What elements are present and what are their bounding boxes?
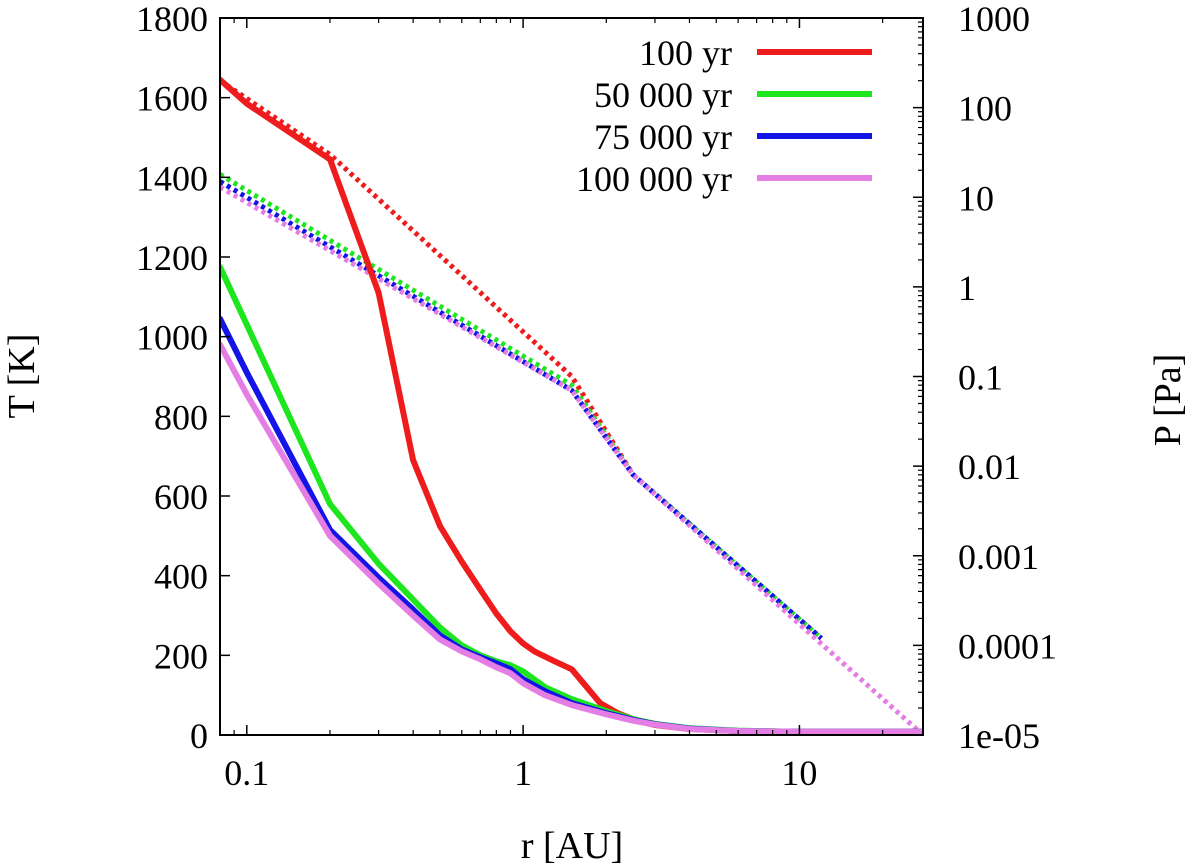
- y-tick-label: 600: [154, 477, 208, 517]
- y2-tick-label: 1e-05: [958, 716, 1040, 756]
- legend-label: 100 000 yr: [576, 159, 732, 199]
- x-tick-label: 0.1: [224, 753, 269, 793]
- y-tick-label: 400: [154, 557, 208, 597]
- legend-label: 100 yr: [639, 33, 732, 73]
- y2-tick-label: 0.0001: [958, 626, 1057, 666]
- y-axis-label: T [K]: [1, 334, 43, 419]
- x-tick-label: 10: [781, 753, 817, 793]
- y2-tick-label: 1000: [958, 0, 1030, 39]
- y-tick-label: 1400: [136, 158, 208, 198]
- plot-frame: [219, 17, 924, 736]
- series-3-pressure-line: [220, 184, 923, 735]
- series-3-temperature-line: [220, 341, 923, 735]
- y2-tick-label: 0.1: [958, 358, 1003, 398]
- y2-tick-label: 0.01: [958, 447, 1021, 487]
- y2-tick-label: 100: [958, 89, 1012, 129]
- y2-axis-label: P [Pa]: [1147, 354, 1189, 447]
- legend-label: 50 000 yr: [594, 75, 732, 115]
- y-tick-label: 1200: [136, 238, 208, 278]
- y2-tick-label: 1: [958, 268, 976, 308]
- y-tick-label: 1600: [136, 79, 208, 119]
- y-tick-label: 1800: [136, 0, 208, 39]
- y2-tick-label: 10: [958, 178, 994, 218]
- series-1-temperature-line: [220, 264, 923, 735]
- y-tick-label: 1000: [136, 318, 208, 358]
- x-tick-label: 1: [514, 753, 532, 793]
- y-tick-label: 200: [154, 636, 208, 676]
- y-tick-label: 800: [154, 397, 208, 437]
- series-1-pressure-line: [220, 172, 823, 641]
- legend-label: 75 000 yr: [594, 117, 732, 157]
- series-2-pressure-line: [220, 179, 823, 641]
- x-axis-label: r [AU]: [521, 825, 623, 867]
- y2-tick-label: 0.001: [958, 537, 1039, 577]
- y-tick-label: 0: [190, 716, 208, 756]
